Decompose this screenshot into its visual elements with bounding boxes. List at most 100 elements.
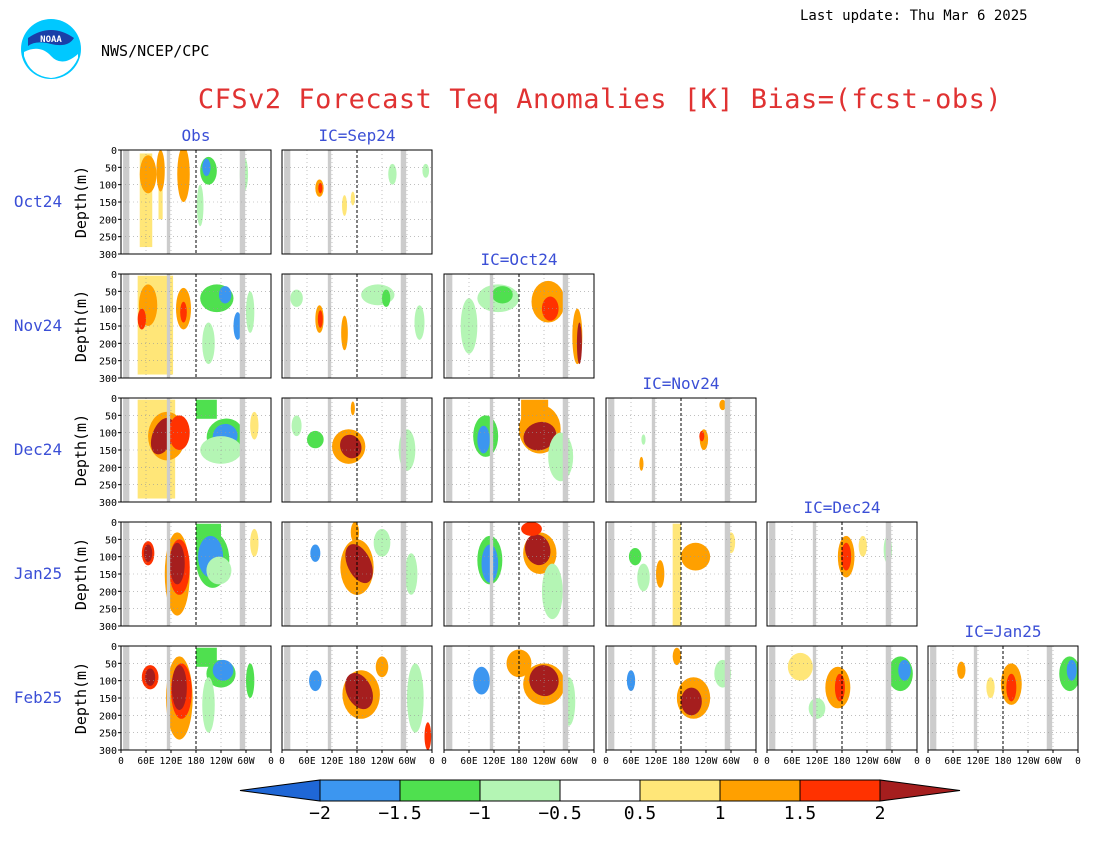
x-tick-label: 120E: [967, 756, 990, 767]
colorbar-arrow-high: [879, 779, 961, 802]
x-tick-label: 0: [429, 756, 435, 767]
colorbar-label: 2: [875, 803, 886, 824]
x-tick-label: 0: [118, 756, 124, 767]
x-tick-label: 120E: [645, 756, 668, 767]
x-tick-label: 0: [603, 756, 609, 767]
x-tick-label: 60E: [622, 756, 639, 767]
y-tick-label: 200: [99, 711, 117, 722]
y-tick-label: 250: [99, 357, 117, 368]
x-tick-label: 60E: [783, 756, 800, 767]
x-tick-label: 0: [1075, 756, 1081, 767]
y-tick-label: 0: [111, 518, 117, 529]
y-tick-label: 200: [99, 587, 117, 598]
x-tick-label: 120E: [483, 756, 506, 767]
panel-Nov24-obs: [120, 273, 272, 379]
x-tick-label: 180: [348, 756, 365, 767]
column-header-Jan25: IC=Jan25: [964, 622, 1041, 641]
y-tick-label: 100: [99, 181, 117, 192]
panel-grid: Obs IC=Sep24 IC=Oct24 IC=Nov24 IC=Dec24 IC=Ja…: [14, 126, 1081, 767]
colorbar-segment: [799, 779, 881, 802]
row-label-Nov24: Nov24: [14, 316, 62, 335]
panel-Dec24-Sep24: [281, 397, 433, 503]
x-tick-label: 120E: [806, 756, 829, 767]
x-tick-label: 120E: [321, 756, 344, 767]
colorbar-arrow-low: [239, 779, 321, 802]
panel-Nov24-Oct24: [443, 273, 595, 379]
y-tick-label: 150: [99, 446, 117, 457]
row-label-Oct24: Oct24: [14, 192, 62, 211]
y-tick-label: 0: [111, 394, 117, 405]
x-tick-label: 60E: [944, 756, 961, 767]
row-label-Dec24: Dec24: [14, 440, 62, 459]
y-tick-label: 250: [99, 481, 117, 492]
colorbar-segment: [319, 779, 401, 802]
y-tick-label: 50: [105, 411, 117, 422]
y-tick-label: 200: [99, 339, 117, 350]
x-tick-label: 60E: [460, 756, 477, 767]
y-tick-label: 250: [99, 605, 117, 616]
last-update-text: Last update: Thu Mar 6 2025: [800, 8, 1028, 24]
y-axis-label: Depth(m): [72, 166, 90, 238]
panel-Jan25-Sep24: [281, 521, 433, 627]
panel-Oct24-Sep24: [281, 149, 433, 255]
noaa-logo: NOAA: [21, 19, 81, 79]
x-tick-label: 0: [441, 756, 447, 767]
panel-Nov24-Sep24: [281, 273, 433, 379]
x-tick-label: 180: [994, 756, 1011, 767]
y-tick-label: 150: [99, 694, 117, 705]
y-tick-label: 50: [105, 287, 117, 298]
x-tick-label: 120W: [533, 756, 556, 767]
colorbar-segment: [559, 779, 641, 802]
y-axis-label: Depth(m): [72, 414, 90, 486]
x-tick-label: 60W: [883, 756, 900, 767]
y-tick-label: 250: [99, 233, 117, 244]
x-tick-label: 180: [510, 756, 527, 767]
x-tick-label: 0: [753, 756, 759, 767]
panel-Feb25-Dec24: [766, 645, 918, 751]
panel-Dec24-obs: [120, 397, 272, 503]
panel-Jan25-Dec24: [766, 521, 918, 627]
x-tick-label: 60W: [560, 756, 577, 767]
y-tick-label: 0: [111, 146, 117, 157]
x-tick-label: 0: [764, 756, 770, 767]
panel-Feb25-Oct24: [443, 645, 595, 751]
column-header-Sep24: IC=Sep24: [318, 126, 395, 145]
y-tick-label: 250: [99, 729, 117, 740]
panel-Feb25-obs: [120, 645, 272, 751]
chart-title: CFSv2 Forecast Teq Anomalies [K] Bias=(f…: [197, 84, 1003, 115]
x-tick-label: 120W: [210, 756, 233, 767]
y-tick-label: 150: [99, 198, 117, 209]
y-tick-label: 100: [99, 553, 117, 564]
y-tick-label: 0: [111, 270, 117, 281]
colorbar-label: 0.5: [624, 803, 657, 824]
row-label-Feb25: Feb25: [14, 688, 62, 707]
x-tick-label: 120E: [160, 756, 183, 767]
x-tick-label: 120W: [1017, 756, 1040, 767]
x-tick-label: 60W: [398, 756, 415, 767]
colorbar-label: −0.5: [538, 803, 581, 824]
y-tick-label: 300: [99, 746, 117, 757]
y-tick-label: 100: [99, 305, 117, 316]
y-tick-label: 200: [99, 215, 117, 226]
x-tick-label: 0: [268, 756, 274, 767]
x-tick-label: 180: [833, 756, 850, 767]
panel-Feb25-Sep24: [281, 645, 433, 751]
colorbar-label: −1.5: [378, 803, 421, 824]
colorbar-segment: [719, 779, 801, 802]
y-tick-label: 300: [99, 374, 117, 385]
y-tick-label: 50: [105, 535, 117, 546]
x-tick-label: 0: [591, 756, 597, 767]
panel-Jan25-Nov24: [605, 521, 757, 627]
colorbar-label: 1: [715, 803, 726, 824]
y-tick-label: 150: [99, 322, 117, 333]
colorbar-label: 1.5: [784, 803, 817, 824]
panel-Feb25-Nov24: [605, 645, 757, 751]
y-tick-label: 300: [99, 498, 117, 509]
y-axis-label: Depth(m): [72, 538, 90, 610]
panel-Jan25-Oct24: [443, 521, 595, 627]
x-tick-label: 60W: [722, 756, 739, 767]
colorbar-segment: [399, 779, 481, 802]
colorbar-label: −1: [469, 803, 491, 824]
panel-Jan25-obs: [120, 521, 272, 627]
y-tick-label: 300: [99, 622, 117, 633]
